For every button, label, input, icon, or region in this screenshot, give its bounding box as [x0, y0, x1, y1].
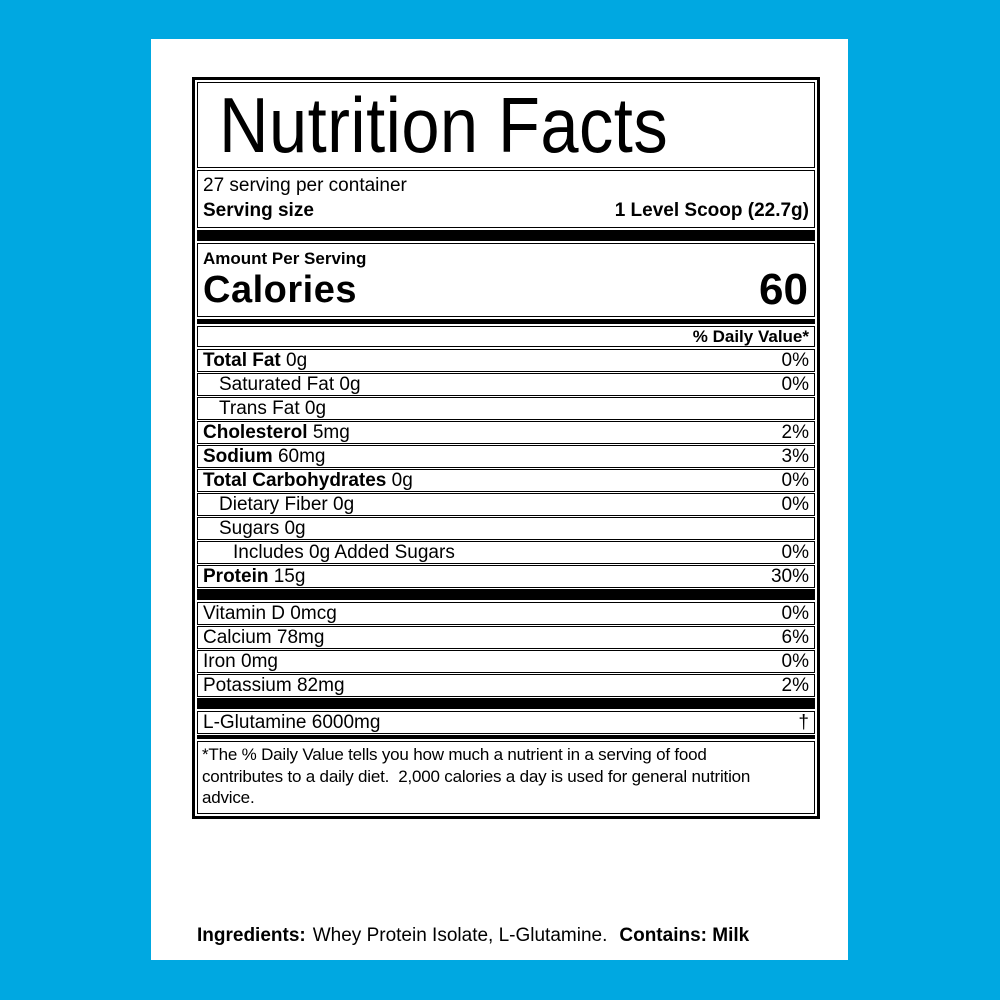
nutrient-row-total-fat: Total Fat 0g 0%: [197, 349, 815, 372]
nutrient-row-added-sugars: Includes 0g Added Sugars 0%: [197, 541, 815, 564]
vitamin-row-vitamin-d: Vitamin D 0mcg 0%: [197, 602, 815, 625]
nutrient-dv: 2%: [781, 422, 809, 443]
ingredients-line: Ingredients: Whey Protein Isolate, L-Glut…: [197, 925, 749, 947]
vitamin-dv: 6%: [781, 627, 809, 648]
contains-statement: Contains: Milk: [619, 925, 750, 946]
footnote-line: *The % Daily Value tells you how much a …: [202, 745, 707, 764]
nutrient-dv: 0%: [781, 494, 809, 515]
daily-value-footnote: *The % Daily Value tells you how much a …: [197, 741, 815, 814]
nutrient-row-sodium: Sodium 60mg 3%: [197, 445, 815, 468]
nutrient-dv: 3%: [781, 446, 809, 467]
nutrient-name: Protein: [203, 566, 269, 587]
nutrient-name: Cholesterol: [203, 422, 308, 443]
medium-divider: [197, 319, 815, 324]
nutrient-name: Total Fat: [203, 350, 281, 371]
servings-per-container: 27 serving per container: [203, 175, 407, 196]
nutrient-name: Sodium: [203, 446, 273, 467]
label-title: Nutrition Facts: [219, 81, 669, 169]
nutrient-row-saturated-fat: Saturated Fat 0g 0%: [197, 373, 815, 396]
serving-size-value: 1 Level Scoop (22.7g): [614, 200, 809, 221]
vitamin-name: Iron: [203, 651, 236, 672]
nutrient-name: Total Carbohydrates: [203, 470, 387, 491]
nutrient-amount: 0g: [304, 398, 327, 419]
nutrient-name: Trans Fat: [219, 398, 300, 419]
vitamin-amount: 82mg: [296, 675, 345, 696]
nutrient-name: Includes 0g Added Sugars: [233, 542, 455, 563]
nutrient-amount: 0g: [339, 374, 361, 395]
amount-per-serving-label: Amount Per Serving: [203, 249, 367, 268]
medium-divider: [197, 735, 815, 739]
vitamin-amount: 0mcg: [290, 603, 337, 624]
calories-value: 60: [759, 265, 808, 314]
nutrient-dv: 0%: [781, 374, 809, 395]
nutrient-row-trans-fat: Trans Fat 0g: [197, 397, 815, 420]
ingredients-list: Whey Protein Isolate, L-Glutamine.: [312, 925, 608, 946]
thick-divider: [197, 589, 815, 600]
vitamin-dv: 0%: [781, 651, 809, 672]
vitamin-name: Vitamin D: [203, 603, 286, 624]
vitamin-dv: 2%: [781, 675, 809, 696]
ingredients-label: Ingredients:: [197, 925, 306, 946]
footnote-line: contributes to a daily diet. 2,000 calor…: [202, 766, 751, 786]
vitamin-name: Potassium: [203, 675, 292, 696]
nutrient-row-cholesterol: Cholesterol 5mg 2%: [197, 421, 815, 444]
nutrient-amount: 0g: [286, 350, 308, 371]
nutrient-dv: 0%: [781, 542, 809, 563]
supplement-row-l-glutamine: L-Glutamine 6000mg †: [197, 711, 815, 734]
serving-info-box: 27 serving per container Serving size 1 …: [197, 170, 815, 228]
nutrient-amount: 60mg: [277, 446, 326, 467]
supplement-name: L-Glutamine: [203, 712, 307, 733]
vitamin-row-potassium: Potassium 82mg 2%: [197, 674, 815, 697]
nutrition-facts-label: Nutrition Facts 27 serving per container…: [192, 77, 820, 819]
nutrient-row-sugars: Sugars 0g: [197, 517, 815, 540]
vitamin-row-iron: Iron 0mg 0%: [197, 650, 815, 673]
nutrient-dv: 0%: [781, 350, 809, 371]
vitamin-amount: 78mg: [276, 627, 325, 648]
nutrient-amount: 5mg: [312, 422, 350, 443]
calories-label: Calories: [203, 269, 357, 311]
nutrient-amount: 15g: [273, 566, 306, 587]
white-card: Nutrition Facts 27 serving per container…: [151, 39, 848, 960]
calories-row: Calories 60: [203, 265, 808, 314]
nutrient-amount: 0g: [284, 518, 306, 539]
serving-size-row: Serving size 1 Level Scoop (22.7g): [203, 198, 809, 223]
nutrient-row-dietary-fiber: Dietary Fiber 0g 0%: [197, 493, 815, 516]
vitamin-row-calcium: Calcium 78mg 6%: [197, 626, 815, 649]
nutrient-name: Saturated Fat: [219, 374, 335, 395]
nutrient-dv: 0%: [781, 470, 809, 491]
daily-value-header: % Daily Value*: [197, 326, 815, 347]
nutrient-amount: 0g: [391, 470, 413, 491]
serving-size-label: Serving size: [203, 200, 314, 221]
nutrient-name: Sugars: [219, 518, 280, 539]
calories-box: Amount Per Serving Calories 60: [197, 243, 815, 317]
footnote-line: advice.: [202, 788, 255, 807]
nutrient-row-total-carbohydrates: Total Carbohydrates 0g 0%: [197, 469, 815, 492]
nutrient-amount: 0g: [333, 494, 355, 515]
thick-divider: [197, 230, 815, 241]
nutrient-dv: 30%: [770, 566, 809, 587]
dagger-symbol: †: [798, 712, 809, 733]
vitamin-amount: 0mg: [241, 651, 278, 672]
supplement-amount: 6000mg: [311, 712, 381, 733]
nutrient-name: Dietary Fiber: [219, 494, 328, 515]
label-title-box: Nutrition Facts: [197, 82, 815, 168]
vitamin-name: Calcium: [203, 627, 272, 648]
thick-divider: [197, 698, 815, 709]
nutrient-row-protein: Protein 15g 30%: [197, 565, 815, 588]
vitamin-dv: 0%: [781, 603, 809, 624]
